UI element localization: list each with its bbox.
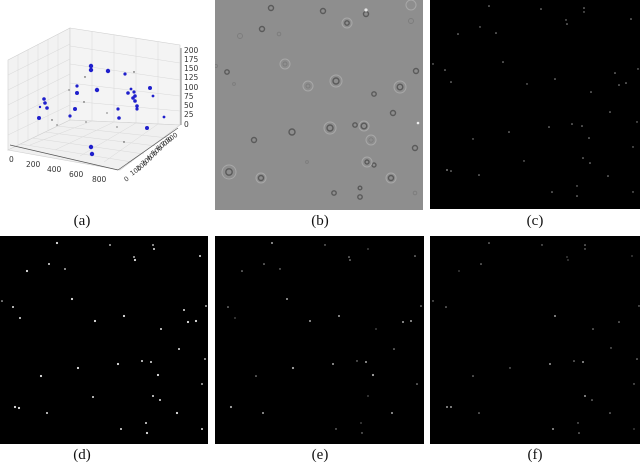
- z-tick: 25: [184, 110, 194, 119]
- caption-f: (f): [527, 447, 543, 463]
- z-tick: 50: [184, 101, 194, 110]
- panel-f-slice: [430, 236, 640, 444]
- hologram-image: [215, 0, 420, 200]
- panel-a-3d-scatter: 0 25 50 75 100 125 150 175 200 0 200 400…: [0, 0, 215, 210]
- panel-c-slice: [430, 0, 640, 209]
- caption-c: (c): [526, 213, 544, 229]
- scatter-3d-plot: 0 25 50 75 100 125 150 175 200 0 200 400…: [7, 27, 199, 184]
- x-tick: 400: [47, 165, 62, 174]
- x-tick: 0: [9, 155, 14, 164]
- x-tick: 600: [69, 170, 84, 179]
- z-tick: 150: [184, 64, 199, 73]
- panel-e-slice: [215, 236, 424, 444]
- caption-b: (b): [311, 213, 329, 229]
- caption-d: (d): [73, 447, 91, 463]
- z-tick: 125: [184, 73, 199, 82]
- reconstruction-slice-c: [432, 5, 639, 197]
- x-tick: 800: [92, 175, 107, 184]
- caption-a: (a): [73, 213, 91, 229]
- x-tick: 200: [26, 160, 41, 169]
- z-tick: 75: [184, 92, 194, 101]
- z-tick: 200: [184, 46, 199, 55]
- y-tick: 0: [123, 175, 131, 184]
- reconstruction-slice-d: [1, 241, 207, 435]
- reconstruction-slice-f: [432, 242, 640, 434]
- panel-b-hologram: [215, 0, 423, 210]
- panel-d-slice: [0, 236, 208, 444]
- z-tick: 100: [184, 83, 199, 92]
- reconstruction-slice-e: [227, 242, 422, 434]
- z-tick: 0: [184, 120, 189, 129]
- caption-e: (e): [311, 447, 329, 463]
- z-tick: 175: [184, 55, 199, 64]
